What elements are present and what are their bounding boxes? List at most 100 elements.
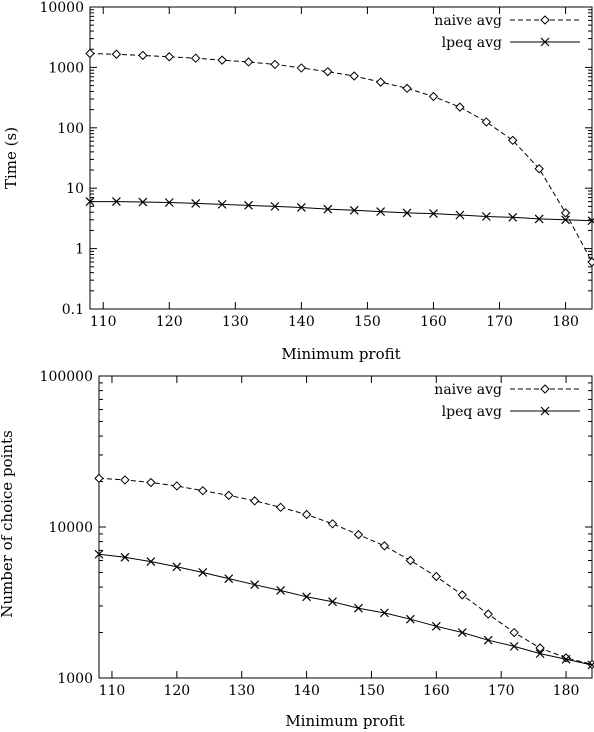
data-point [535,649,545,659]
series-layer [85,48,594,267]
y-tick-label: 100000 [40,369,93,385]
data-point [431,571,442,582]
x-tick-label: 170 [488,683,515,699]
data-point [302,592,312,602]
data-point [431,621,441,631]
data-point [164,52,174,62]
data-point [481,117,492,127]
data-point [508,135,518,146]
y-tick-label: 100 [57,121,84,137]
x-tick-label: 160 [423,683,450,699]
x-tick-label: 150 [358,683,385,699]
data-point [481,212,491,221]
legend-label: lpeq avg [442,404,502,420]
y-tick-label: 0.1 [62,302,84,318]
time-chart: 110 120 130 140 150 160 170 1800.11101001000100… [2,0,594,363]
data-point [244,200,253,210]
data-point [327,519,338,529]
legend-label: naive avg [434,13,502,29]
x-axis-label: Minimum profit [281,345,400,363]
data-point [402,83,412,94]
data-point [249,496,260,506]
data-point [217,199,227,209]
data-point [561,653,571,663]
data-point [379,608,389,618]
data-point [455,102,465,112]
data-point [534,214,544,224]
y-tick-label: 1000 [48,60,84,76]
x-tick-label: 160 [420,314,447,330]
x-tick-label: 140 [288,314,315,330]
data-point [429,209,438,219]
legend-marker [540,37,550,47]
data-point [94,473,104,484]
data-point [296,63,307,73]
data-point [276,586,286,595]
y-axis-label: Number of choice points [0,430,16,618]
data-point [428,91,439,102]
data-point [509,627,519,638]
data-point [243,57,254,67]
data-point [587,257,594,267]
data-point [198,568,208,577]
y-tick-label: 1000 [57,671,93,687]
data-point [138,50,148,61]
data-point [275,502,286,513]
x-tick-label: 150 [354,314,381,330]
data-point [508,212,518,222]
y-tick-label: 10000 [39,0,84,16]
y-axis-label: Time (s) [2,127,20,189]
data-point [301,509,312,520]
y-tick-label: 10000 [48,520,93,536]
y-tick-label: 1 [75,242,84,258]
x-axis-label: Minimum profit [285,712,404,730]
x-tick-label: 120 [156,314,183,330]
data-point [561,654,571,664]
data-point [120,552,130,562]
x-tick-label: 180 [552,314,579,330]
data-point [198,485,208,496]
series-layer [94,473,594,670]
x-tick-label: 130 [222,314,249,330]
data-point [455,210,465,220]
data-point [224,574,234,584]
data-point [94,549,104,559]
data-point [402,208,412,218]
data-point [296,203,306,212]
data-point [191,198,201,208]
data-point [111,197,121,207]
data-point [376,207,386,217]
data-point [250,580,260,590]
data-point [85,48,95,59]
data-point [587,216,594,226]
legend-marker [540,406,550,416]
data-point [190,53,201,63]
data-point [146,477,156,488]
series-line [98,477,593,665]
data-point [270,201,280,211]
x-tick-label: 140 [293,683,320,699]
data-point [111,49,122,59]
data-point [561,215,571,225]
x-tick-label: 110 [99,683,126,699]
data-point [323,204,333,214]
data-point [217,55,227,65]
x-tick-label: 130 [228,683,255,699]
data-point [138,197,148,207]
data-point [535,643,545,653]
data-point [509,641,519,651]
series-lpeq-avg [94,549,594,670]
data-point [379,541,390,551]
legend-label: naive avg [434,382,502,398]
legend-label: lpeq avg [442,35,502,51]
data-point [323,66,333,77]
series-lpeq-avg [85,197,594,226]
plot-frame [89,6,593,310]
data-point [353,529,364,540]
data-point [457,628,467,637]
data-point [375,77,386,87]
series-line [90,201,593,222]
data-point [349,71,359,81]
data-point [164,198,174,207]
